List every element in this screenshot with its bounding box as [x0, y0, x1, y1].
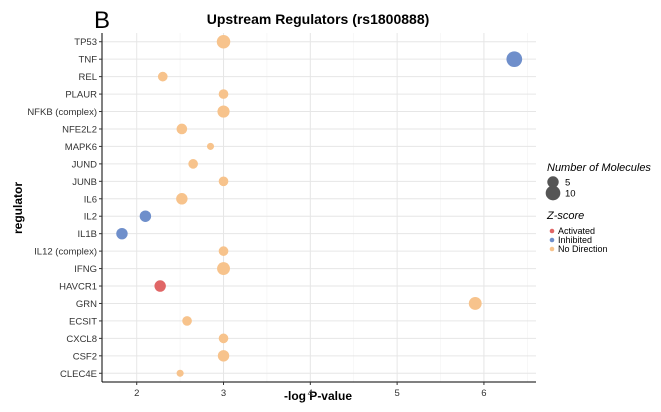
- x-tick-label: 5: [394, 388, 399, 399]
- y-tick-label-havcr1: HAVCR1: [59, 282, 97, 293]
- panel-label: B: [94, 7, 110, 34]
- y-tick-label-jund: JUND: [72, 159, 97, 170]
- size-legend-label: 10: [565, 189, 576, 200]
- point-il12-complex: [218, 246, 229, 256]
- color-legend-label-no-direction: No Direction: [558, 244, 608, 254]
- point-tnf: [506, 51, 523, 68]
- x-axis-label: -log P-value: [284, 389, 352, 403]
- x-tick-label: 4: [308, 388, 313, 399]
- y-tick-label-tnf: TNF: [79, 55, 98, 66]
- y-tick-label-il6: IL6: [84, 194, 97, 205]
- y-tick-label-il12-complex: IL12 (complex): [34, 247, 97, 258]
- color-legend-key-no-direction: [549, 246, 555, 252]
- point-csf2: [217, 350, 230, 362]
- color-legend-key-activated: [549, 228, 555, 234]
- y-tick-label-rel: REL: [79, 72, 97, 83]
- y-tick-label-ifng: IFNG: [74, 264, 97, 275]
- point-mapk6: [206, 142, 215, 150]
- size-legend-label: 5: [565, 178, 570, 189]
- y-tick-label-grn: GRN: [76, 299, 97, 310]
- point-havcr1: [154, 280, 166, 292]
- point-il1b: [116, 227, 128, 240]
- y-tick-label-junb: JUNB: [72, 177, 97, 188]
- point-grn: [468, 297, 482, 310]
- point-ecsit: [182, 316, 192, 326]
- point-tp53: [216, 34, 231, 49]
- x-tick-label: 2: [134, 388, 139, 399]
- y-tick-label-plaur: PLAUR: [65, 90, 97, 101]
- y-tick-label-tp53: TP53: [74, 37, 97, 48]
- chart-title: Upstream Regulators (rs1800888): [207, 11, 430, 27]
- y-tick-label-clec4e: CLEC4E: [60, 369, 97, 380]
- y-tick-label-il1b: IL1B: [77, 229, 97, 240]
- point-nfkb-complex: [217, 105, 230, 118]
- point-ifng: [217, 262, 230, 276]
- point-il2: [139, 210, 152, 222]
- point-il6: [176, 193, 188, 205]
- plot-area: TP53 TNF REL PLAUR NFKB (complex) NFE2L2 MAPK6…: [27, 33, 536, 399]
- color-legend-title: Z-score: [546, 210, 584, 222]
- y-tick-label-ecsit: ECSIT: [69, 316, 97, 327]
- point-plaur: [218, 89, 229, 99]
- color-legend-label-inhibited: Inhibited: [558, 235, 592, 245]
- size-legend-title: Number of Molecules: [547, 162, 651, 174]
- point-rel: [157, 71, 168, 82]
- y-tick-label-mapk6: MAPK6: [65, 142, 97, 153]
- y-tick-label-cxcl8: CXCL8: [66, 334, 97, 345]
- plot-background: [102, 33, 536, 382]
- size-legend-key: [547, 176, 559, 188]
- y-tick-label-il2: IL2: [84, 212, 97, 223]
- y-tick-label-csf2: CSF2: [73, 351, 97, 362]
- y-tick-label-nfe2l2: NFE2L2: [62, 124, 97, 135]
- y-tick-label-nfkb-complex: NFKB (complex): [27, 107, 97, 118]
- point-clec4e: [176, 369, 184, 377]
- point-jund: [188, 159, 198, 169]
- color-legend-key-inhibited: [549, 237, 555, 243]
- point-junb: [218, 176, 229, 187]
- legend: Number of Molecules 510 Z-score ActivatedIn…: [545, 162, 651, 254]
- y-axis-label: regulator: [11, 182, 25, 234]
- size-legend-key: [545, 185, 561, 201]
- point-nfe2l2: [176, 123, 188, 135]
- x-tick-label: 3: [221, 388, 226, 399]
- point-cxcl8: [218, 333, 229, 344]
- color-legend-label-activated: Activated: [558, 226, 595, 236]
- x-tick-label: 6: [481, 388, 486, 399]
